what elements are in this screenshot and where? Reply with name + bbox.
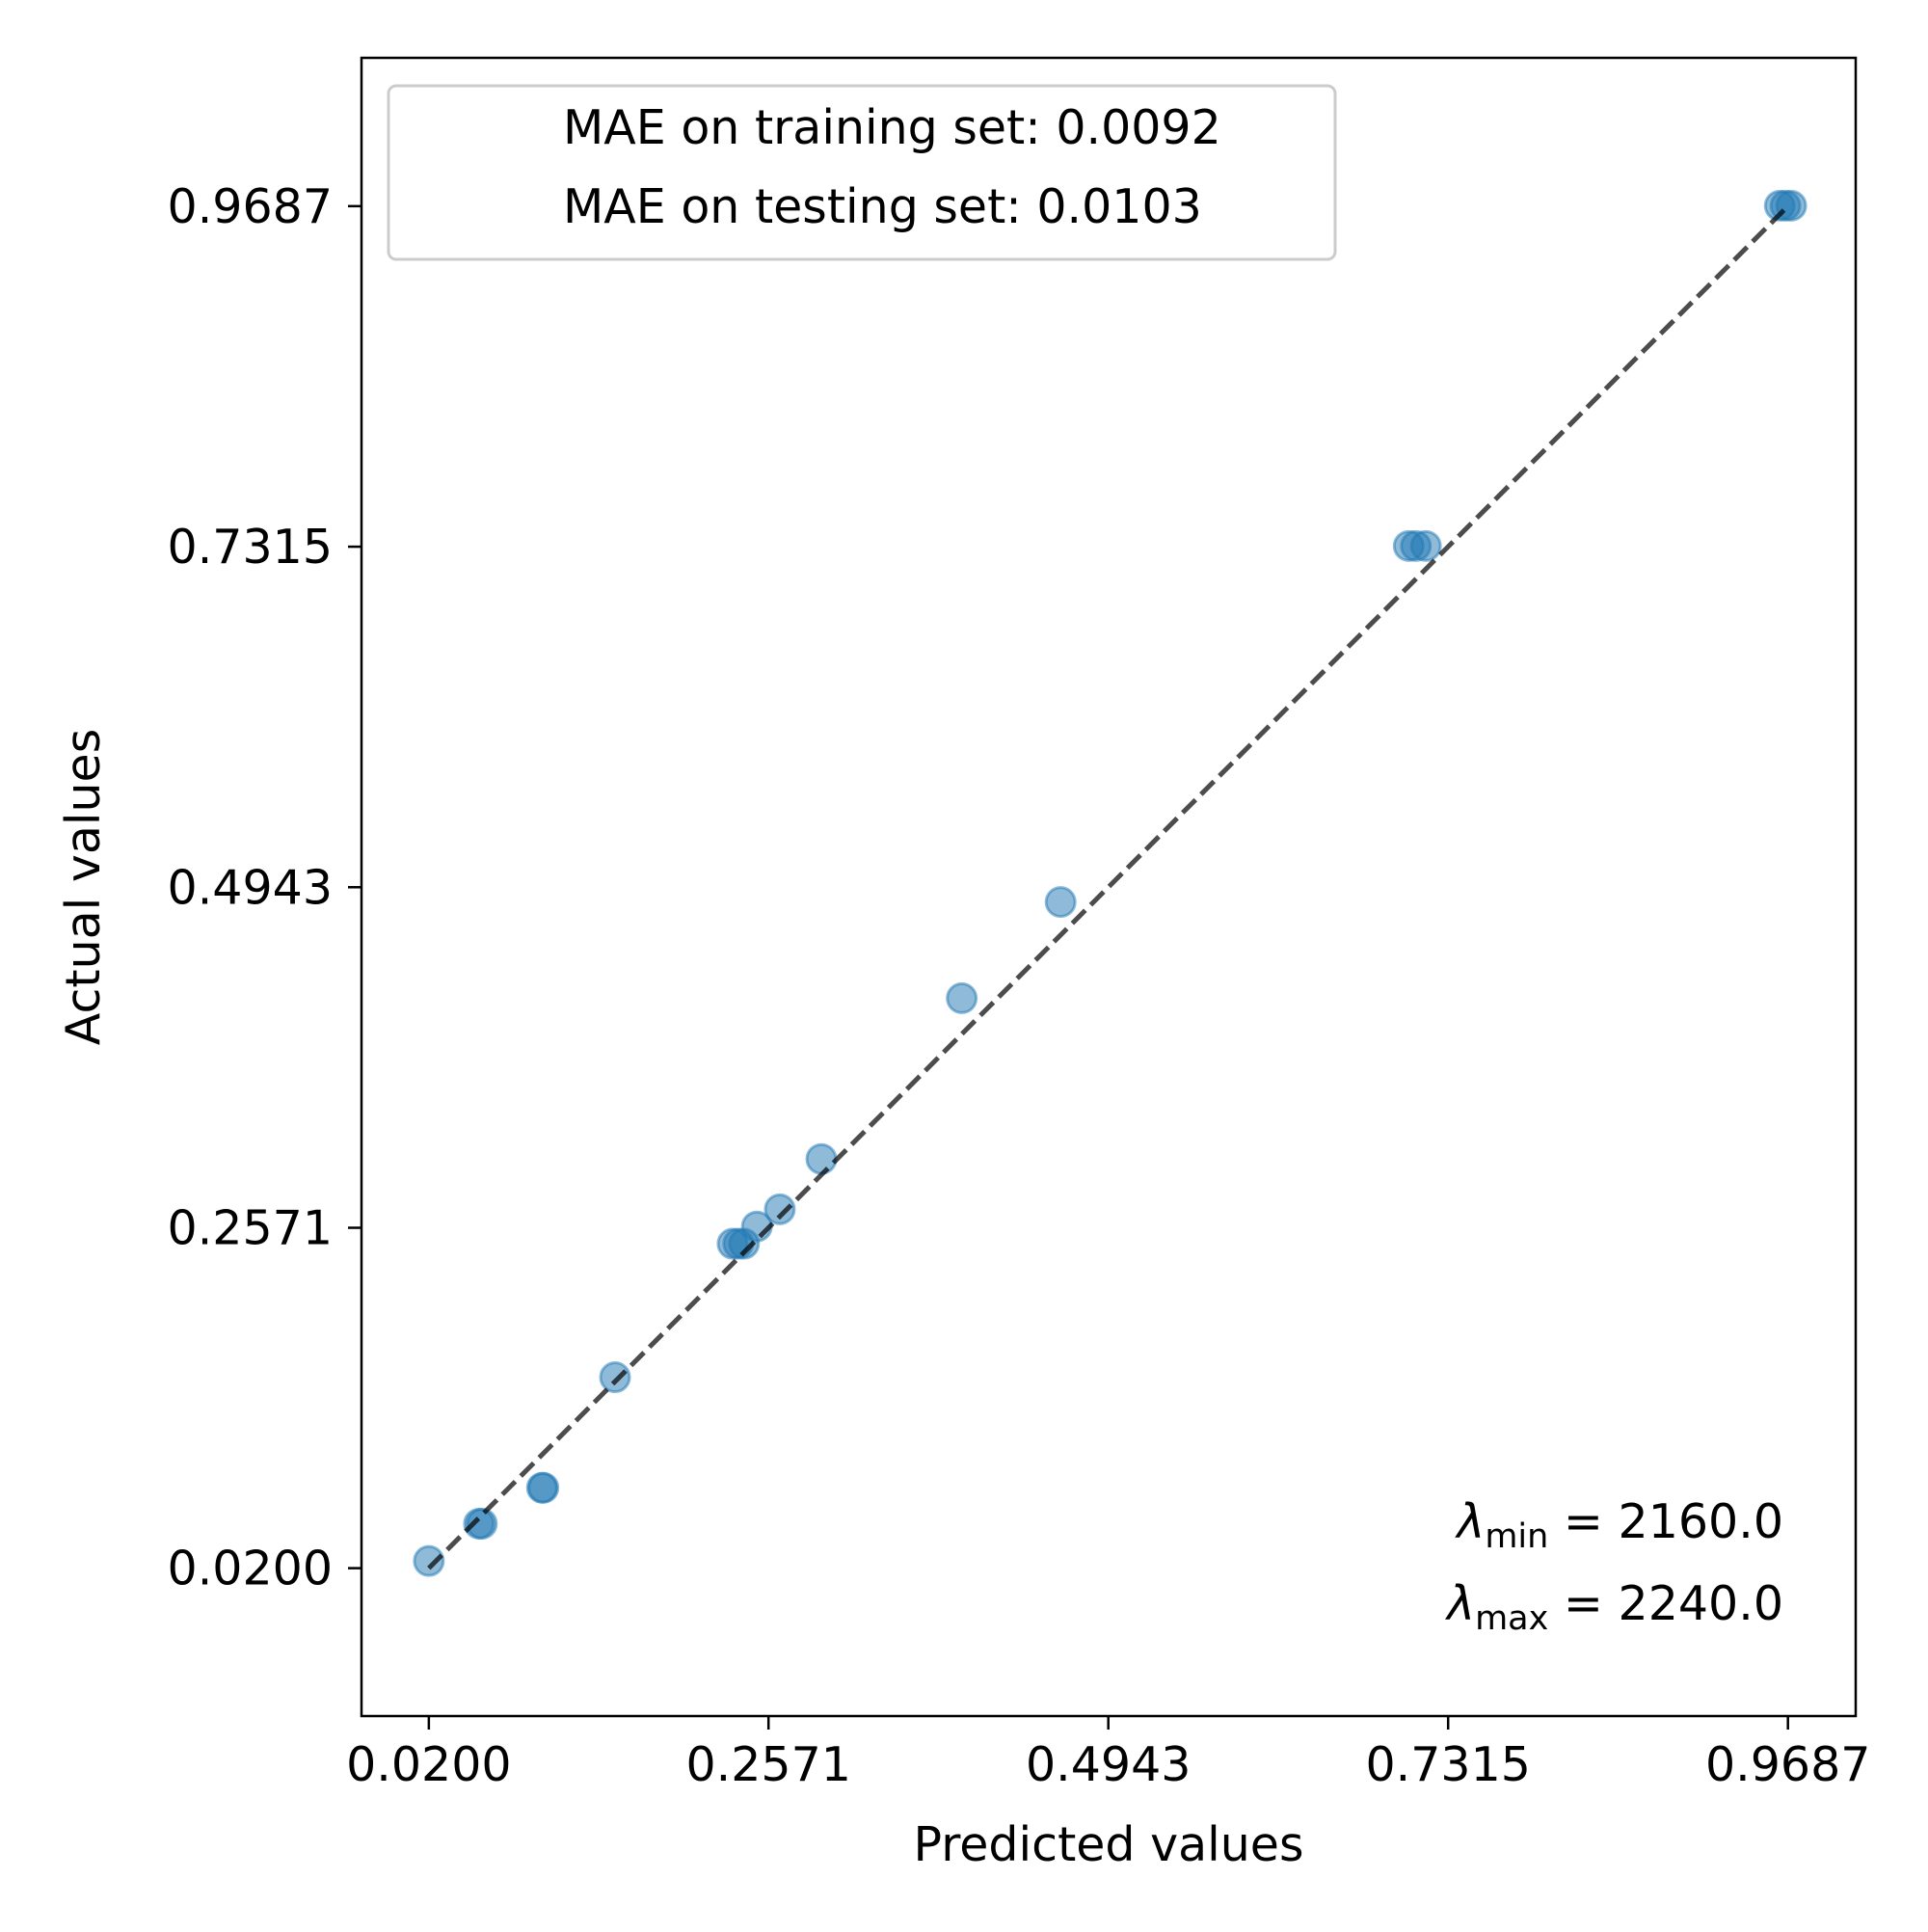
data-point [599, 1361, 631, 1394]
x-tick-label: 0.9687 [1705, 1737, 1870, 1792]
data-point [1044, 886, 1077, 919]
x-tick-label: 0.7315 [1365, 1737, 1530, 1792]
x-axis-label: Predicted values [914, 1817, 1304, 1872]
lambda-max-label: λmax = 2240.0 [1444, 1576, 1783, 1638]
data-point [1409, 529, 1442, 562]
lambda-annotation: λmin = 2160.0 λmax = 2240.0 [1444, 1494, 1783, 1638]
x-tick-label: 0.2571 [685, 1737, 850, 1792]
data-point [527, 1471, 560, 1504]
y-tick-label: 0.0200 [168, 1542, 333, 1597]
y-axis-label: Actual values [56, 729, 111, 1045]
x-tick-label: 0.0200 [346, 1737, 511, 1792]
y-tick-label: 0.7315 [168, 520, 333, 575]
legend-entry-training: MAE on training set: 0.0092 [563, 100, 1221, 155]
y-tick-label: 0.4943 [168, 860, 333, 915]
reference-line [427, 204, 1790, 1570]
data-point [413, 1544, 445, 1577]
data-point [466, 1507, 498, 1540]
legend: MAE on training set: 0.0092 MAE on testi… [387, 84, 1337, 261]
ticks: 0.0200 0.2571 0.4943 0.7315 0.9687 0.0200 0.25… [168, 179, 1871, 1792]
lambda-min-label: λmin = 2160.0 [1454, 1494, 1783, 1556]
plot-area [413, 189, 1808, 1577]
x-tick-label: 0.4943 [1026, 1737, 1191, 1792]
data-point [805, 1142, 838, 1175]
data-point [763, 1193, 796, 1225]
y-tick-label: 0.9687 [168, 179, 333, 234]
legend-box [387, 84, 1337, 261]
legend-entry-testing: MAE on testing set: 0.0103 [563, 179, 1202, 234]
data-point [946, 981, 978, 1014]
y-tick-label: 0.2571 [168, 1201, 333, 1256]
